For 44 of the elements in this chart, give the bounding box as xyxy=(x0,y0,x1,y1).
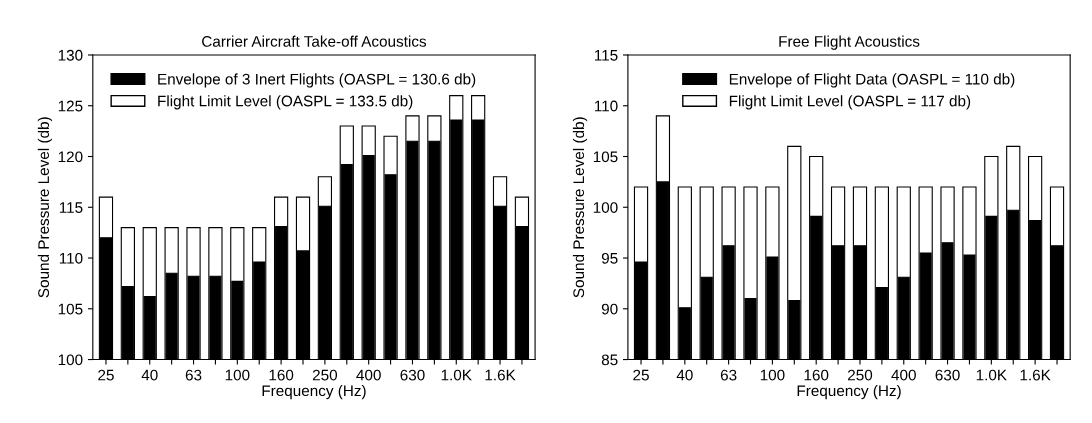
y-tick-label: 110 xyxy=(594,100,618,112)
x-tick-label: 100 xyxy=(225,369,250,381)
chart-title: Free Flight Acoustics xyxy=(779,35,920,50)
y-tick-label: 105 xyxy=(58,303,83,315)
legend-label: Flight Limit Level (OASPL = 133.5 db) xyxy=(158,95,413,110)
y-tick-label: 90 xyxy=(601,303,618,315)
x-tick-label: 250 xyxy=(312,369,338,381)
y-tick-label: 120 xyxy=(58,151,83,163)
x-tick-label: 63 xyxy=(720,369,737,381)
y-axis-title: Sound Pressure Level (db) xyxy=(37,117,53,298)
x-tick-label: 1.0K xyxy=(976,369,1007,381)
y-tick-label: 115 xyxy=(594,50,618,61)
y-tick-label: 100 xyxy=(58,354,83,366)
legend-label: Envelope of 3 Inert Flights (OASPL = 130.6 db) xyxy=(158,73,476,88)
x-tick-label: 63 xyxy=(185,369,202,381)
x-tick-label: 630 xyxy=(400,369,425,381)
x-tick-label: 160 xyxy=(804,369,829,381)
y-tick-label: 95 xyxy=(601,252,618,264)
y-tick-label: 105 xyxy=(593,151,618,163)
x-tick-label: 1.0K xyxy=(441,369,472,381)
y-tick-label: 85 xyxy=(601,354,618,366)
y-tick-label: 115 xyxy=(59,202,83,213)
y-tick-label: 100 xyxy=(593,202,618,213)
legend-label: Envelope of Flight Data (OASPL = 110 db) xyxy=(729,73,1015,88)
y-axis-title: Sound Pressure Level (db) xyxy=(572,117,588,298)
x-tick-label: 1.6K xyxy=(485,369,516,381)
x-tick-label: 40 xyxy=(141,369,158,381)
x-tick-label: 160 xyxy=(269,369,294,381)
y-tick-label: 130 xyxy=(58,49,83,61)
chart-title: Carrier Aircraft Take-off Acoustics xyxy=(202,35,427,47)
x-tick-label: 40 xyxy=(676,369,693,381)
x-tick-label: 25 xyxy=(633,369,649,381)
y-tick-label: 125 xyxy=(58,100,83,112)
x-tick-label: 630 xyxy=(935,369,960,381)
x-axis-title: Frequency (Hz) xyxy=(797,384,901,400)
x-tick-label: 1.6K xyxy=(1020,369,1051,381)
x-axis-title: Frequency (Hz) xyxy=(262,384,366,400)
x-tick-label: 100 xyxy=(760,369,785,381)
x-tick-label: 25 xyxy=(98,369,114,381)
y-tick-label: 110 xyxy=(59,252,83,264)
x-tick-label: 400 xyxy=(891,369,916,381)
x-tick-label: 250 xyxy=(848,369,873,381)
x-tick-label: 400 xyxy=(356,369,381,381)
legend-label: Flight Limit Level (OASPL = 117 db) xyxy=(729,95,971,110)
